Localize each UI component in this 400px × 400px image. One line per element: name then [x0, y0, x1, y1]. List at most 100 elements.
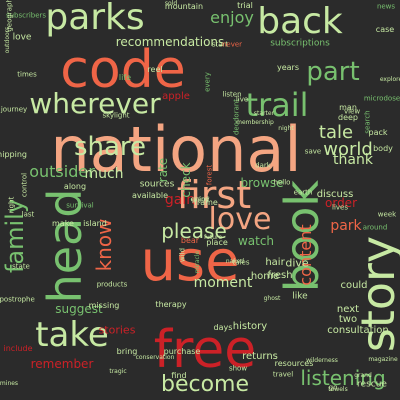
cloud-word: view	[343, 107, 361, 116]
cloud-word: resources	[274, 359, 314, 368]
cloud-word: save	[304, 147, 322, 156]
cloud-word: discuss	[316, 189, 354, 200]
cloud-word: subscriptions	[270, 38, 330, 49]
cloud-word: listening	[300, 366, 386, 390]
cloud-word: magazine	[368, 356, 398, 363]
cloud-word: please	[161, 219, 227, 243]
cloud-word: travel	[272, 370, 294, 379]
cloud-word: thank	[333, 152, 373, 168]
cloud-word: returns	[242, 351, 278, 362]
cloud-word: week	[377, 210, 397, 219]
cloud-word: skylight	[102, 111, 130, 120]
cloud-word: shipping	[0, 150, 27, 159]
cloud-word: forest	[205, 164, 214, 186]
cloud-word: deep	[338, 113, 358, 122]
cloud-word: national	[50, 113, 302, 186]
cloud-word: frame	[194, 198, 218, 207]
cloud-word: hello	[273, 178, 291, 187]
cloud-word: rescue	[357, 379, 387, 390]
cloud-word: next	[336, 304, 360, 315]
cloud-word: subscribers	[5, 11, 47, 20]
cloud-word: listen	[222, 90, 242, 99]
cloud-word: body	[373, 144, 393, 153]
cloud-word: trial	[237, 1, 253, 10]
cloud-word: home	[250, 271, 280, 282]
cloud-word: sold	[164, 0, 178, 7]
cloud-word: journey	[0, 105, 28, 114]
cloud-word: wherever	[29, 87, 161, 120]
cloud-word: go	[328, 383, 338, 392]
cloud-word: world	[323, 139, 373, 160]
cloud-word: become	[160, 372, 250, 397]
cloud-word: wilderness	[306, 357, 338, 364]
cloud-word: love	[12, 32, 32, 43]
cloud-word: apple	[162, 91, 190, 102]
cloud-word: survival	[66, 201, 94, 210]
cloud-word: parks	[45, 0, 145, 38]
cloud-word: could	[340, 280, 368, 291]
cloud-word: news	[376, 2, 396, 11]
cloud-word: naked	[225, 258, 245, 265]
cloud-word: bear	[180, 236, 200, 245]
cloud-word: back	[257, 1, 343, 42]
cloud-word: recommendations	[115, 35, 225, 49]
cloud-word: enjoy	[190, 195, 210, 204]
cloud-word: place	[206, 238, 228, 247]
cloud-word: dark	[255, 161, 271, 170]
cloud-word: enjoy	[210, 8, 254, 27]
cloud-word: like	[292, 291, 308, 302]
cloud-word: make	[52, 219, 74, 228]
cloud-word: towels	[328, 386, 348, 393]
cloud-word: show	[228, 364, 248, 373]
cloud-word: last	[21, 210, 35, 219]
cloud-word: apostrophe	[0, 295, 35, 304]
cloud-word: reel	[147, 65, 163, 74]
cloud-word: lives	[332, 203, 348, 212]
cloud-word: man	[339, 103, 357, 112]
cloud-word: products	[96, 280, 128, 289]
cloud-word: gain	[164, 192, 196, 208]
cloud-word: mines	[0, 380, 19, 387]
cloud-word: love	[208, 202, 272, 237]
cloud-word: future	[203, 234, 223, 241]
cloud-word: stories	[98, 323, 136, 337]
cloud-word: consultation	[327, 325, 389, 336]
cloud-word: outsider	[29, 162, 95, 181]
cloud-word: earth	[293, 188, 313, 197]
cloud-word: check	[179, 162, 193, 198]
cloud-word: much	[84, 166, 124, 182]
cloud-word: bring	[116, 347, 138, 356]
cloud-word: available	[131, 191, 169, 200]
cloud-word: order	[325, 196, 357, 210]
cloud-word: wild	[178, 247, 187, 263]
cloud-word: take	[35, 315, 109, 355]
cloud-word: along	[63, 182, 87, 191]
cloud-word: membership	[236, 119, 274, 126]
cloud-word: free	[153, 320, 257, 380]
cloud-word: life	[118, 73, 132, 82]
cloud-word: browse	[240, 176, 284, 190]
cloud-word: purchase	[163, 347, 201, 356]
cloud-word: missing	[88, 301, 120, 310]
cloud-word: moment	[193, 275, 253, 291]
cloud-word: days	[213, 323, 233, 332]
cloud-word: content	[296, 224, 315, 286]
cloud-word: tale	[318, 122, 354, 143]
cloud-word: hair	[265, 257, 285, 268]
cloud-word: trail	[245, 86, 309, 124]
cloud-word: therapy	[155, 300, 187, 309]
cloud-word: control	[20, 172, 29, 198]
cloud-word: suggest	[55, 302, 103, 316]
cloud-word: live	[235, 95, 249, 104]
cloud-word: watch	[237, 234, 275, 248]
cloud-word: conservation	[135, 354, 175, 361]
cloud-word: mountain	[164, 2, 204, 11]
cloud-word: include	[3, 344, 33, 353]
cloud-word: park	[330, 218, 362, 234]
cloud-word: right	[7, 196, 16, 214]
cloud-word: part	[306, 57, 360, 87]
cloud-word: starter	[253, 110, 275, 117]
cloud-word: island	[83, 219, 107, 228]
cloud-word: pack	[368, 128, 388, 137]
